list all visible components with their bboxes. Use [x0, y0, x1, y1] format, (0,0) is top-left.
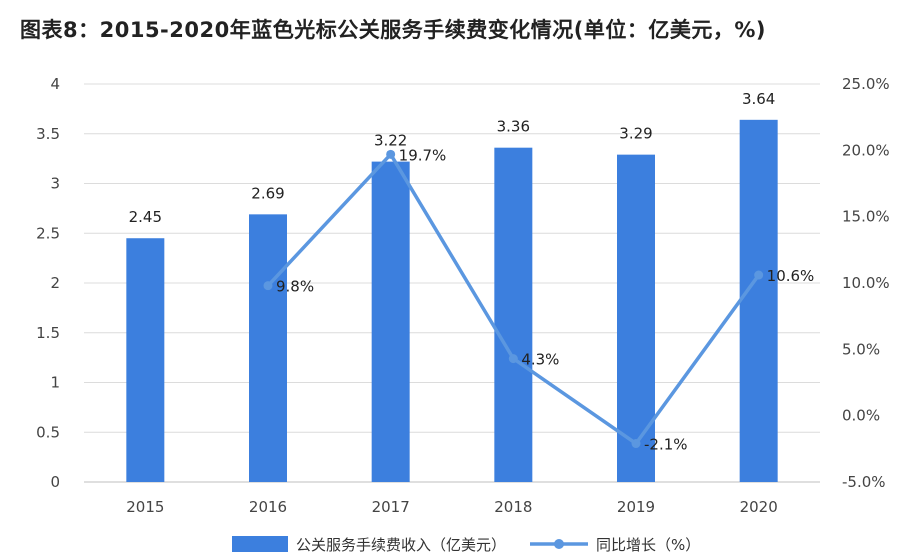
x-axis-tick-label: 2018	[494, 498, 532, 516]
legend: 公关服务手续费收入（亿美元） 同比增长（%）	[232, 536, 700, 554]
line-point	[508, 354, 518, 364]
right-axis-tick-label: 0.0%	[842, 407, 880, 425]
bar	[126, 238, 165, 482]
right-axis-tick-label: 10.0%	[842, 274, 890, 292]
x-axis-ticks: 2015 2016 2017 2018 2019 2020	[126, 498, 778, 516]
left-axis-tick-label: 1.5	[36, 324, 60, 342]
legend-line-marker	[554, 539, 564, 549]
bar-data-label: 2.69	[251, 184, 284, 202]
bar	[739, 119, 778, 482]
legend-line-label: 同比增长（%）	[596, 536, 700, 554]
x-axis-tick-label: 2016	[249, 498, 287, 516]
x-axis-tick-label: 2015	[126, 498, 164, 516]
right-axis-ticks: -5.0% 0.0% 5.0% 10.0% 15.0% 20.0% 25.0%	[842, 75, 890, 491]
left-axis-tick-label: 2	[50, 274, 60, 292]
left-axis-tick-label: 0	[50, 473, 60, 491]
right-axis-tick-label: 5.0%	[842, 340, 880, 358]
right-axis-tick-label: -5.0%	[842, 473, 886, 491]
line-data-label: 19.7%	[399, 146, 447, 164]
bar-data-label: 3.64	[742, 90, 775, 108]
bar-data-label: 2.45	[129, 208, 162, 226]
left-axis-ticks: 0 0.5 1 1.5 2 2.5 3 3.5 4	[36, 75, 60, 491]
line-data-label: 4.3%	[521, 351, 559, 369]
left-axis-tick-label: 4	[50, 75, 60, 93]
gridlines	[84, 83, 820, 483]
x-axis-tick-label: 2020	[740, 498, 778, 516]
bar-data-label: 3.22	[374, 132, 407, 150]
right-axis-tick-label: 20.0%	[842, 141, 890, 159]
left-axis-tick-label: 2.5	[36, 224, 60, 242]
bar-data-label: 3.29	[619, 125, 652, 143]
left-axis-tick-label: 1	[50, 374, 60, 392]
x-axis-tick-label: 2017	[372, 498, 410, 516]
line-data-label: 10.6%	[767, 267, 815, 285]
bar	[494, 147, 533, 482]
right-axis-tick-label: 25.0%	[842, 75, 890, 93]
right-axis-tick-label: 15.0%	[842, 208, 890, 226]
chart-title: 图表8：2015-2020年蓝色光标公关服务手续费变化情况(单位：亿美元，%)	[20, 18, 766, 42]
legend-bar-swatch	[232, 536, 288, 552]
line-point	[263, 281, 273, 291]
bar-data-label: 3.36	[497, 118, 530, 136]
bar-data-labels: 2.45 2.69 3.22 3.36 3.29 3.64	[129, 90, 776, 226]
bar	[371, 161, 410, 483]
line-data-label: -2.1%	[644, 436, 688, 454]
line-series	[263, 149, 764, 449]
line-data-labels: 9.8% 19.7% 4.3% -2.1% 10.6%	[276, 146, 814, 453]
line-data-label: 9.8%	[276, 278, 314, 296]
x-axis-tick-label: 2019	[617, 498, 655, 516]
bar	[249, 214, 287, 482]
left-axis-tick-label: 3.5	[36, 125, 60, 143]
line-point	[386, 149, 396, 159]
left-axis-tick-label: 3	[50, 175, 60, 193]
legend-bar-label: 公关服务手续费收入（亿美元）	[296, 536, 506, 554]
line-point	[754, 270, 764, 280]
line-point	[631, 439, 641, 449]
bar-series	[126, 119, 778, 483]
left-axis-tick-label: 0.5	[36, 423, 60, 441]
